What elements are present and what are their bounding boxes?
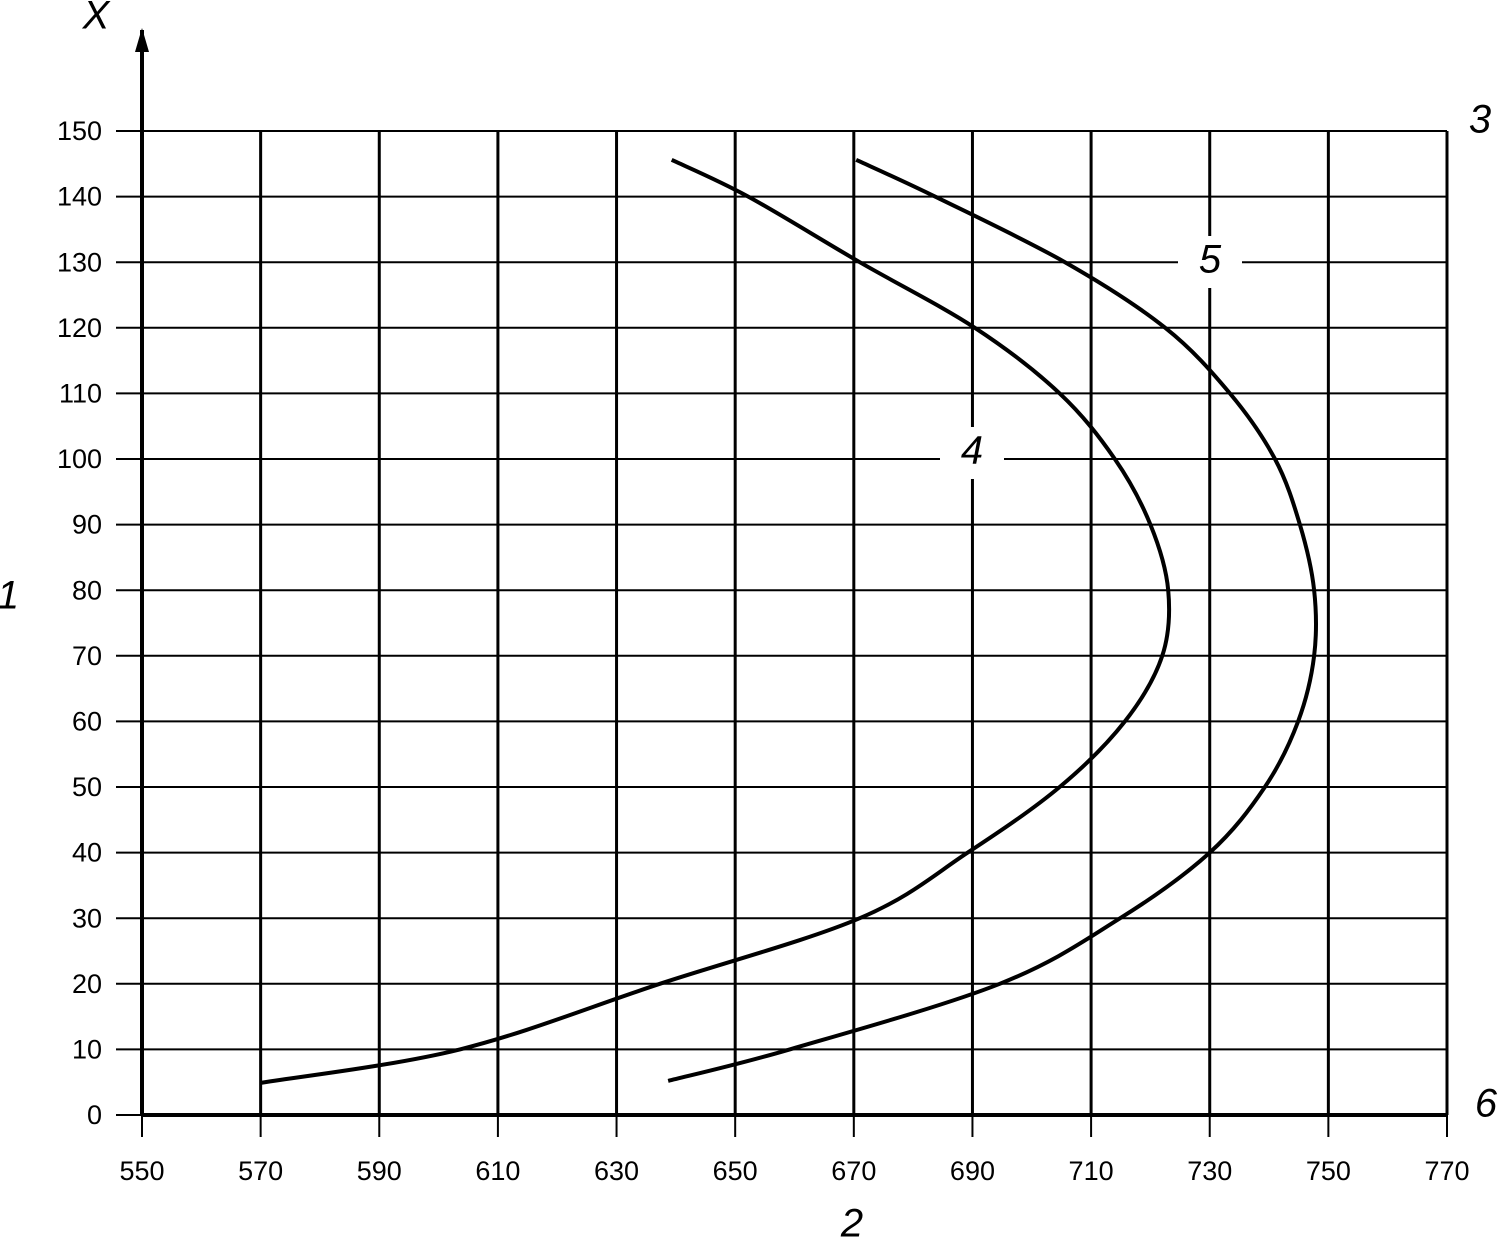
x-tick-label: 690 — [950, 1156, 995, 1186]
y-tick-label: 100 — [57, 444, 102, 474]
y-tick-label: 30 — [72, 903, 102, 933]
label-bg — [1178, 236, 1242, 288]
x-axis-label: 2 — [840, 1202, 863, 1245]
y-tick-label: 110 — [59, 379, 102, 409]
y-tick-label: 10 — [72, 1035, 102, 1065]
x-tick-label: 770 — [1424, 1156, 1469, 1186]
x-tick-label: 730 — [1187, 1156, 1232, 1186]
y-tick-label: 0 — [87, 1100, 102, 1130]
y-tick-label: 120 — [57, 313, 102, 343]
x-tick-label: 750 — [1306, 1156, 1351, 1186]
x-tick-label: 590 — [357, 1156, 402, 1186]
y-tick-label: 40 — [72, 838, 102, 868]
y-tick-label: 80 — [72, 575, 102, 605]
x-tick-label: 670 — [831, 1156, 876, 1186]
y-tick-label: 70 — [72, 641, 102, 671]
x-tick-label: 650 — [713, 1156, 758, 1186]
y-tick-label: 130 — [57, 247, 102, 277]
annotation: 3 — [1469, 98, 1491, 142]
series-line — [667, 158, 1319, 1083]
y-tick-label: 140 — [57, 182, 102, 212]
label-bg — [940, 427, 1004, 479]
y-tick-label: 150 — [57, 116, 102, 146]
series-label: 4 — [961, 429, 983, 473]
annotation: 1 — [0, 574, 19, 618]
y-tick-label: 60 — [72, 707, 102, 737]
y-tick-label: 50 — [72, 772, 102, 802]
x-tick-label: 610 — [475, 1156, 520, 1186]
series-label: 5 — [1199, 238, 1222, 282]
series-line — [260, 158, 1172, 1085]
y-tick-label: 90 — [72, 510, 102, 540]
x-tick-label: 570 — [238, 1156, 283, 1186]
annotation: 6 — [1475, 1082, 1498, 1126]
y-tick-label: 20 — [72, 969, 102, 999]
x-tick-label: 630 — [594, 1156, 639, 1186]
x-tick-label: 710 — [1069, 1156, 1114, 1186]
x-tick-label: 550 — [119, 1156, 164, 1186]
y-axis-label: X — [82, 0, 111, 38]
